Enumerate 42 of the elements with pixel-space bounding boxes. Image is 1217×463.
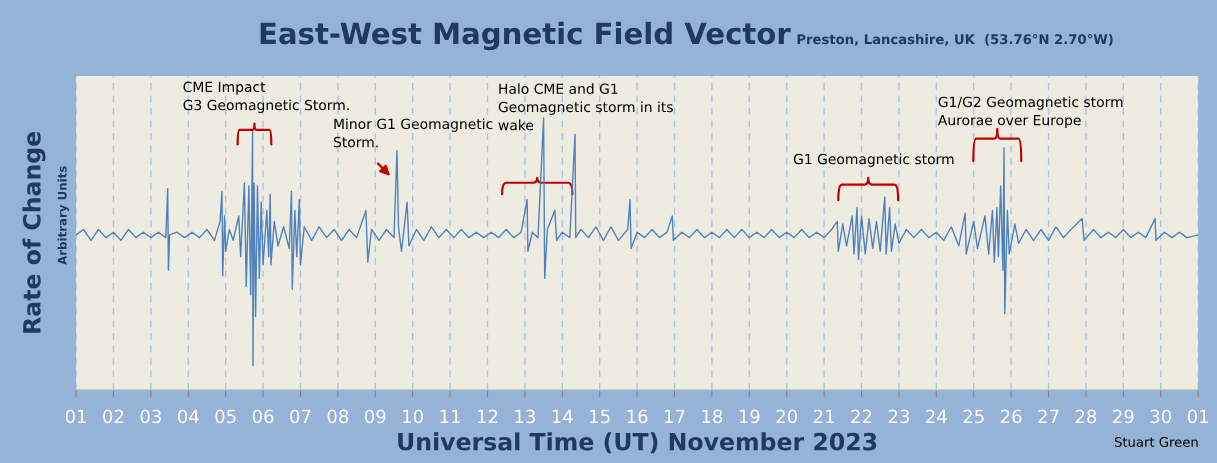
text: CME Impact G3 Geomagnetic Storm. — [183, 81, 349, 113]
x-tick-label: 10 — [403, 409, 423, 424]
x-tick-label: 25 — [963, 409, 984, 424]
x-tick-label: 18 — [702, 409, 723, 424]
annotation: Halo CME and G1 Geomagnetic storm in its wake — [498, 83, 673, 131]
x-tick-label: 23 — [888, 409, 909, 424]
x-tick-label: 12 — [477, 409, 498, 424]
x-tick-label: 15 — [590, 409, 610, 424]
text: Arbitrary Units — [57, 166, 70, 265]
y-axis-title: Rate of Change — [22, 131, 46, 333]
x-tick-label: 27 — [1038, 409, 1059, 424]
x-tick-label: 29 — [1113, 409, 1134, 424]
x-tick-label: 08 — [327, 409, 349, 424]
x-tick-label: 03 — [140, 409, 161, 424]
chart-subtitle: Preston, Lancashire, UK (53.76°N 2.70°W) — [797, 33, 1113, 46]
x-tick-label: 01 — [65, 409, 86, 424]
x-tick-label: 09 — [364, 409, 386, 424]
x-tick-label: 02 — [103, 409, 124, 424]
text: Stuart Green — [1114, 437, 1198, 447]
x-axis-title: Universal Time (UT) November 2023 — [398, 432, 877, 454]
x-tick-label: 11 — [440, 409, 460, 424]
x-tick-label: 20 — [776, 409, 797, 424]
x-tick-label: 06 — [252, 409, 274, 424]
x-tick-label: 30 — [1150, 409, 1172, 424]
annotation: Minor G1 Geomagnetic Storm. — [333, 118, 493, 148]
x-tick-label: 16 — [627, 409, 648, 424]
x-tick-label: 22 — [851, 409, 872, 424]
x-tick-label: 28 — [1075, 409, 1097, 424]
annotation: G1/G2 Geomagnetic storm Aurorae over Europe — [937, 96, 1123, 129]
annotation: G1 Geomagnetic storm — [793, 153, 954, 167]
x-tick-label: 19 — [739, 409, 760, 424]
x-tick-label: 04 — [177, 409, 199, 424]
x-tick-label: 26 — [1000, 409, 1022, 424]
x-tick-label: 13 — [515, 409, 535, 424]
x-tick-label: 07 — [290, 409, 311, 424]
x-tick-label: 24 — [926, 409, 947, 424]
x-tick-label: 05 — [215, 409, 236, 424]
x-tick-label: 14 — [552, 409, 573, 424]
chart-title: East-West Magnetic Field Vector — [260, 21, 791, 51]
x-tick-label: 01 — [1187, 409, 1208, 424]
x-tick-label: 17 — [665, 409, 685, 424]
x-tick-label: 21 — [813, 409, 834, 424]
